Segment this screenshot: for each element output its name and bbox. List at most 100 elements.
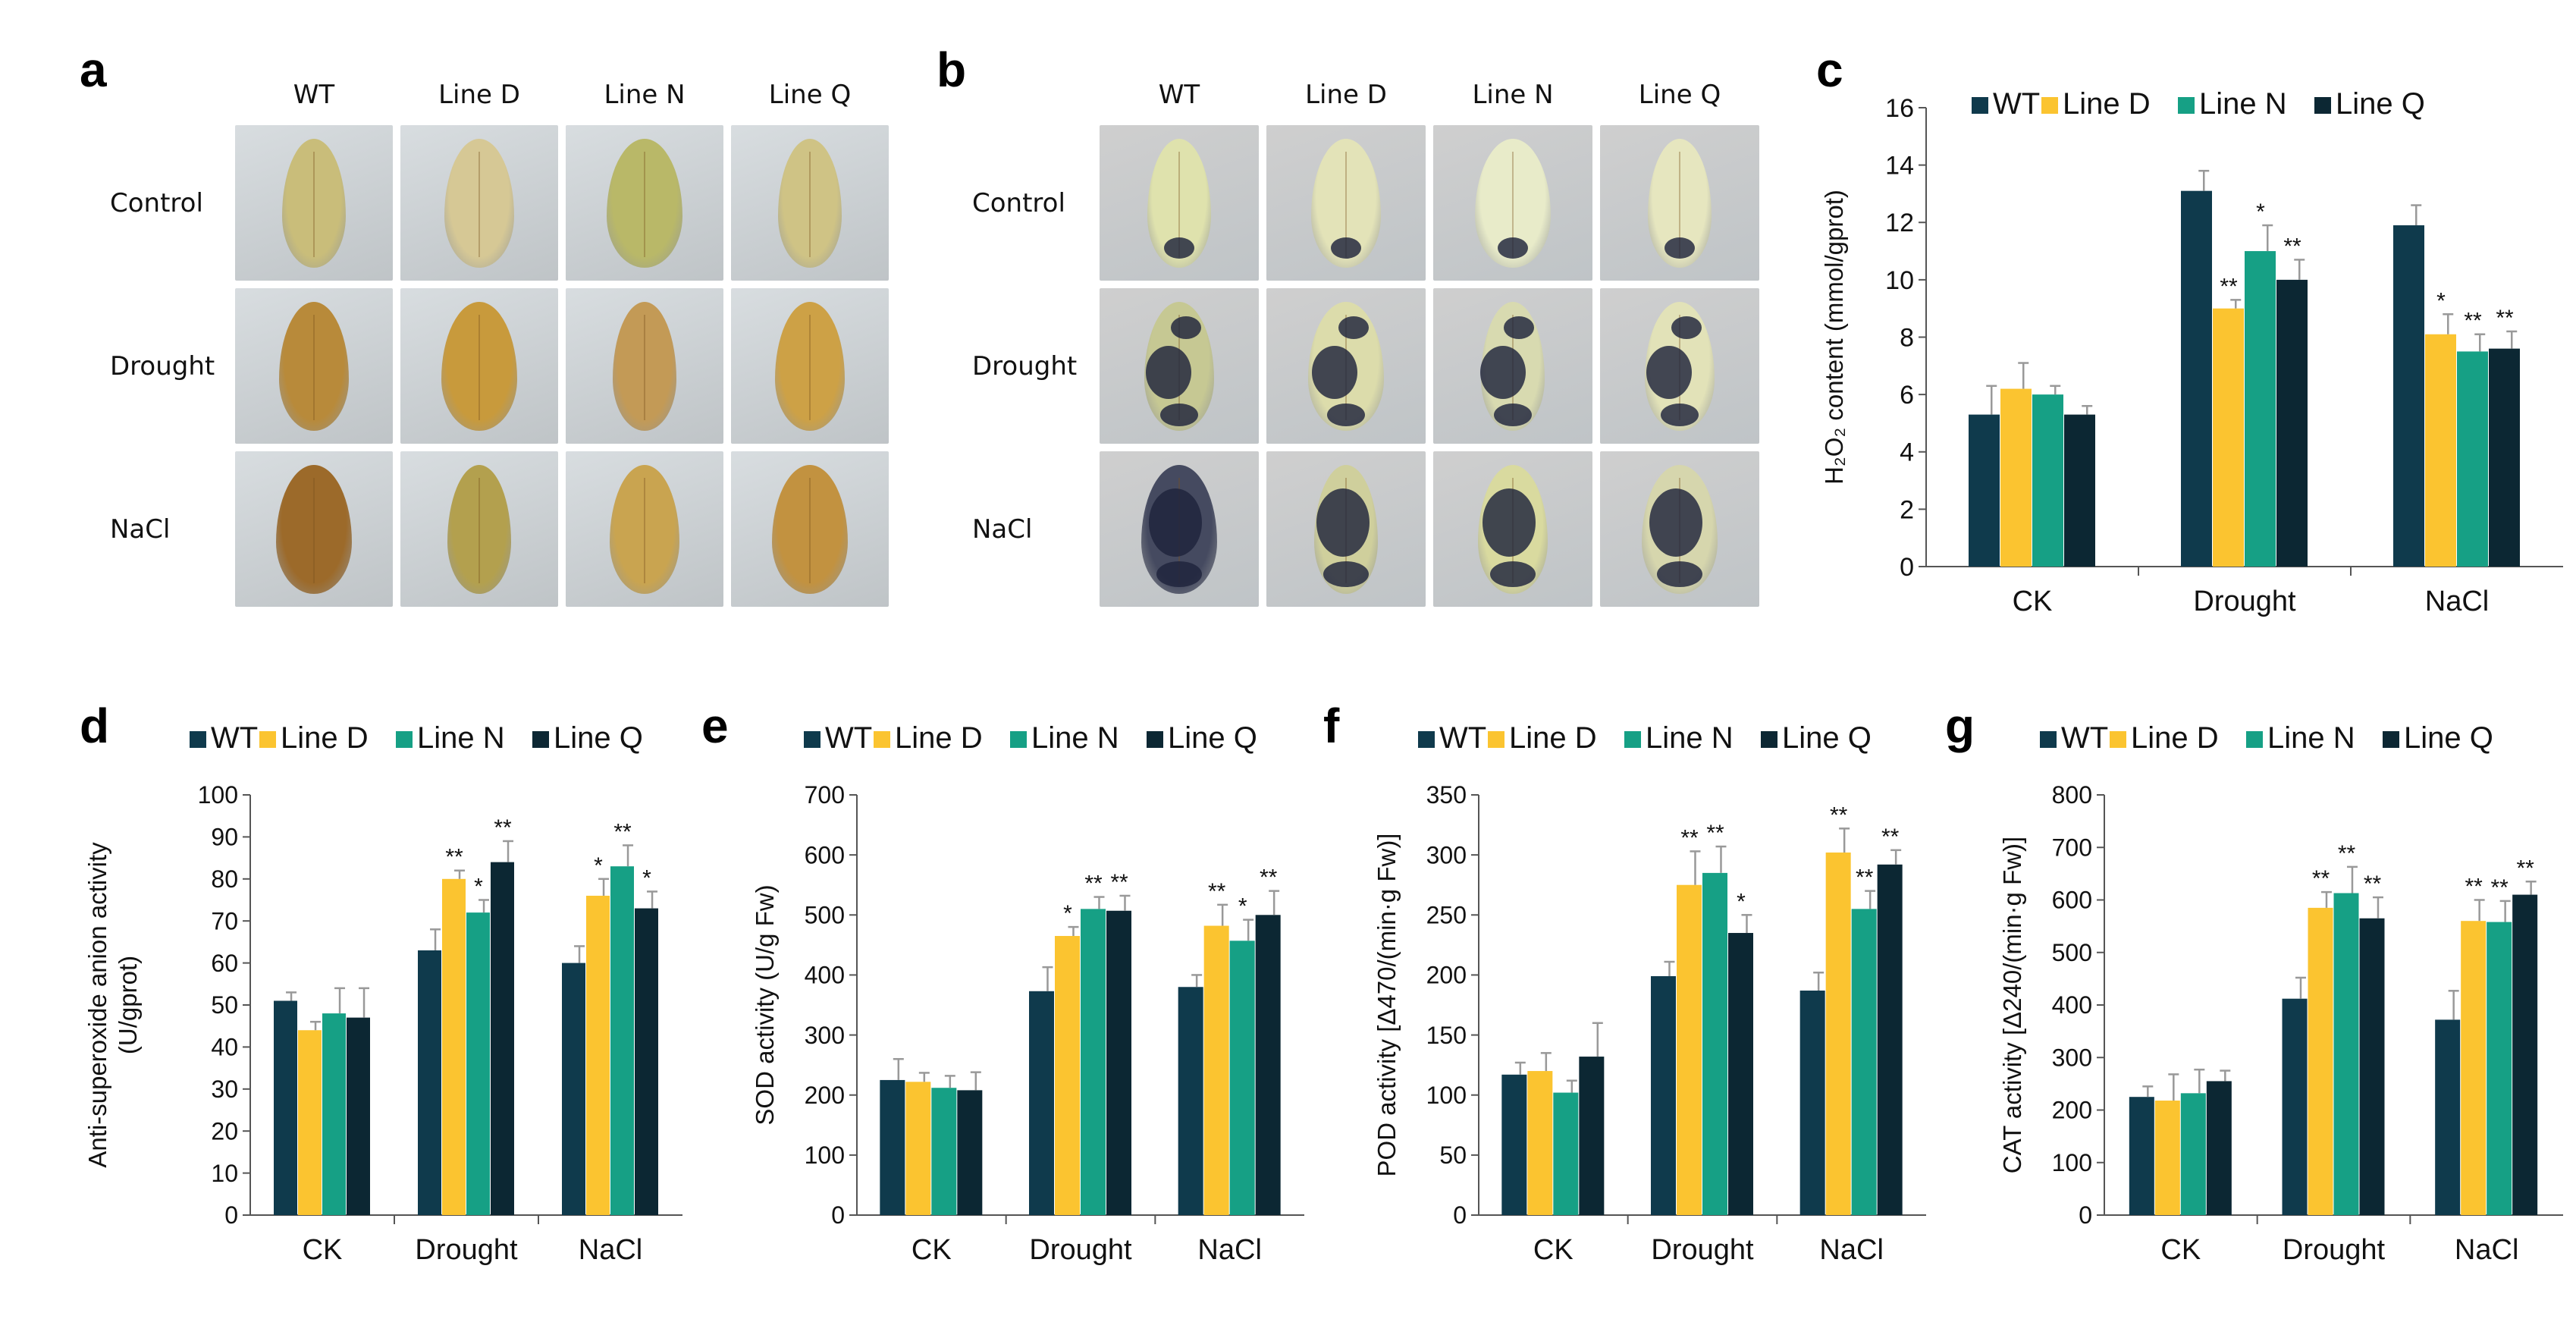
y-tick-label: 0 — [1453, 1201, 1467, 1229]
bar-line-n — [1229, 941, 1255, 1215]
leaf-vein — [313, 314, 315, 420]
bar-line-d — [2308, 907, 2333, 1215]
leaf-photo — [566, 125, 723, 281]
photo-b-col-header: WT — [1158, 80, 1200, 110]
leaf-shape — [1480, 301, 1545, 431]
leaf-shape — [1147, 138, 1211, 268]
panel-letter-c: c — [1816, 42, 1843, 97]
nbt-stain — [1164, 237, 1194, 259]
bar-line-q — [1579, 1057, 1605, 1215]
significance-mark: ** — [2465, 875, 2483, 900]
bar-line-n — [1553, 1092, 1579, 1215]
bar-wt — [418, 950, 441, 1215]
y-tick-label: 10 — [1885, 266, 1914, 295]
significance-mark: * — [642, 865, 651, 890]
nbt-stain — [1338, 316, 1369, 339]
y-tick-label: 6 — [1900, 381, 1914, 410]
leaf-photo — [235, 451, 393, 607]
legend-swatch — [2041, 97, 2058, 114]
bar-wt — [1029, 991, 1054, 1215]
bar-wt — [1501, 1074, 1527, 1215]
bar-wt — [2181, 190, 2212, 567]
y-axis-label: SOD activity (U/g Fw) — [751, 884, 779, 1125]
leaf-shape — [1141, 464, 1217, 594]
legend-swatch — [1488, 731, 1504, 748]
leaf-shape — [778, 138, 842, 268]
leaf-shape — [279, 301, 349, 431]
y-tick-label: 50 — [1439, 1142, 1467, 1169]
leaf-photo — [1600, 451, 1759, 607]
significance-mark: ** — [1706, 821, 1724, 846]
x-category-label: NaCl — [2425, 586, 2489, 617]
x-category-label: CK — [2160, 1234, 2201, 1266]
y-tick-label: 14 — [1885, 152, 1914, 181]
leaf-vein — [1345, 151, 1347, 257]
x-category-label: Drought — [2283, 1234, 2386, 1266]
significance-mark: ** — [2490, 875, 2509, 900]
legend-swatch — [2383, 731, 2399, 748]
y-tick-label: 700 — [805, 781, 845, 809]
y-tick-label: 350 — [1426, 781, 1467, 809]
significance-mark: ** — [2283, 234, 2301, 259]
y-tick-label: 500 — [805, 901, 845, 928]
y-tick-label: 60 — [211, 950, 238, 977]
bar-line-q — [957, 1090, 983, 1215]
panel-letter-f: f — [1323, 699, 1340, 753]
legend-label: Line Q — [1782, 721, 1872, 755]
legend-label: WT — [1439, 721, 1486, 755]
nbt-stain — [1649, 488, 1702, 557]
bar-line-q — [1728, 933, 1753, 1215]
leaf-photo — [235, 288, 393, 444]
leaf-shape — [282, 138, 346, 268]
leaf-vein — [478, 314, 480, 420]
nbt-stain — [1149, 488, 1202, 557]
y-tick-label: 16 — [1885, 94, 1914, 123]
y-tick-label: 0 — [831, 1201, 845, 1229]
bar-line-q — [2489, 348, 2520, 567]
leaf-photo — [235, 125, 393, 281]
bar-line-q — [2512, 894, 2538, 1215]
significance-mark: ** — [1084, 871, 1103, 897]
nbt-stain — [1498, 237, 1528, 259]
y-tick-label: 0 — [1900, 553, 1914, 582]
bar-wt — [2393, 225, 2424, 567]
bar-line-d — [586, 895, 610, 1215]
nbt-stain — [1483, 488, 1536, 557]
legend-label: Line D — [1509, 721, 1597, 755]
legend-label: Line D — [2063, 87, 2151, 121]
bar-wt — [1178, 987, 1203, 1215]
y-tick-label: 20 — [211, 1117, 238, 1145]
photo-a-col-header: Line Q — [768, 80, 852, 110]
nbt-stain — [1494, 404, 1532, 427]
significance-mark: ** — [2496, 306, 2514, 331]
leaf-shape — [441, 301, 517, 431]
bar-wt — [2282, 998, 2308, 1215]
leaf-vein — [313, 151, 315, 257]
significance-mark: ** — [445, 845, 463, 870]
nbt-stain — [1156, 561, 1202, 587]
bar-line-n — [1081, 909, 1106, 1215]
bar-line-n — [2457, 351, 2488, 567]
bar-line-n — [466, 912, 490, 1215]
bar-line-n — [610, 866, 634, 1215]
leaf-photo — [731, 451, 889, 607]
legend-label: Line N — [2199, 87, 2287, 121]
significance-mark: * — [2256, 199, 2265, 225]
y-tick-label: 200 — [1426, 962, 1467, 989]
y-tick-label: 700 — [2052, 834, 2092, 861]
y-tick-label: 50 — [211, 991, 238, 1019]
photo-a-col-header: Line N — [604, 80, 686, 110]
bar-wt — [1799, 991, 1825, 1215]
bar-line-d — [2154, 1101, 2180, 1215]
significance-mark: ** — [2364, 871, 2382, 897]
significance-mark: ** — [1208, 879, 1226, 904]
leaf-photo — [566, 288, 723, 444]
bar-line-d — [1677, 884, 1702, 1215]
nbt-stain — [1160, 404, 1198, 427]
y-tick-label: 2 — [1900, 495, 1914, 524]
bar-line-d — [2213, 308, 2244, 567]
legend-label: Line D — [281, 721, 369, 755]
